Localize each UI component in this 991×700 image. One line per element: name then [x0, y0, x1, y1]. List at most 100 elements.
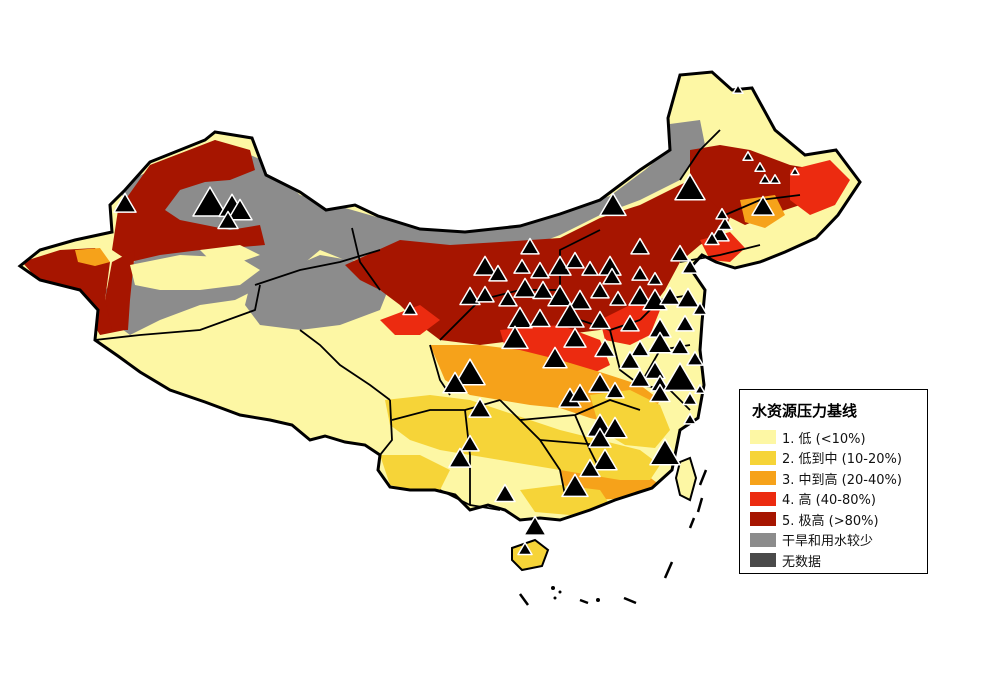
legend-item-low-medium: 2. 低到中 (10-20%) [750, 448, 917, 469]
region-lm-guangdong [520, 485, 610, 515]
legend-label-medium-high: 3. 中到高 (20-40%) [782, 472, 902, 488]
triangle-marker-icon [631, 265, 649, 281]
triangle-marker-icon [517, 541, 533, 556]
triangle-marker-icon [602, 267, 622, 285]
triangle-marker-icon [675, 314, 695, 332]
region-lm-yunnan [380, 455, 450, 490]
triangle-marker-icon [561, 473, 589, 498]
legend-label-low: 1. 低 (<10%) [782, 431, 866, 447]
triangle-marker-icon [670, 244, 690, 262]
triangle-markers [113, 83, 800, 556]
triangle-marker-icon [602, 416, 628, 439]
triangle-marker-icon [217, 210, 239, 230]
legend-label-arid: 干旱和用水较少 [782, 534, 874, 550]
triangle-marker-icon [473, 255, 497, 276]
triangle-marker-icon [459, 286, 481, 306]
triangle-marker-icon [704, 231, 720, 246]
triangle-marker-icon [694, 383, 706, 394]
triangle-marker-icon [523, 515, 547, 536]
triangle-marker-icon [542, 346, 568, 369]
triangle-marker-icon [644, 360, 666, 380]
legend-label-low-medium: 2. 低到中 (10-20%) [782, 452, 902, 468]
legend-swatch-high [750, 491, 776, 506]
legend-item-low: 1. 低 (<10%) [750, 427, 917, 448]
triangle-marker-icon [565, 251, 585, 269]
legend-label-high: 4. 高 (40-80%) [782, 493, 876, 509]
triangle-marker-icon [488, 264, 508, 282]
triangle-marker-icon [592, 448, 618, 471]
triangle-marker-icon [588, 372, 612, 393]
triangle-marker-icon [594, 338, 616, 358]
region-extreme-northeast [690, 145, 830, 225]
triangle-marker-icon [686, 350, 704, 366]
triangle-marker-icon [227, 198, 253, 221]
region-extreme-xinjiang-north [112, 140, 265, 262]
triangle-marker-icon [448, 447, 472, 468]
triangle-marker-icon [501, 325, 529, 350]
triangle-marker-icon [475, 285, 495, 303]
legend-swatch-extremely-high [750, 512, 776, 527]
triangle-marker-icon [670, 337, 690, 355]
triangle-marker-icon [649, 438, 681, 466]
triangle-marker-icon [649, 383, 671, 403]
region-extreme-xinjiang-south [105, 250, 135, 330]
region-low-tarim [130, 255, 260, 290]
triangle-marker-icon [682, 391, 698, 406]
triangle-marker-icon [647, 271, 663, 286]
triangle-marker-icon [659, 286, 681, 306]
triangle-marker-icon [609, 290, 627, 306]
region-low-dzungaria [200, 245, 260, 262]
region-lm-sichuan [385, 395, 660, 480]
triangle-marker-icon [581, 260, 599, 276]
triangle-marker-icon [790, 167, 800, 176]
triangle-marker-icon [681, 258, 699, 274]
legend-label-no-data: 无数据 [782, 554, 822, 570]
triangle-marker-icon [454, 358, 486, 386]
triangle-marker-icon [590, 281, 610, 299]
region-taiwan [674, 456, 698, 502]
region-fills [18, 70, 862, 606]
region-arid-mongolia [300, 125, 702, 262]
triangle-marker-icon [468, 397, 492, 418]
legend: 水资源压力基线 1. 低 (<10%) 2. 低到中 (10-20%) 3. 中… [739, 389, 928, 574]
triangle-marker-icon [498, 289, 518, 307]
triangle-marker-icon [532, 280, 554, 300]
triangle-marker-icon [579, 458, 601, 478]
triangle-marker-icon [628, 285, 652, 306]
south-china-sea-dashes [518, 469, 708, 606]
triangle-marker-icon [588, 427, 612, 448]
triangle-marker-icon [513, 258, 531, 274]
triangle-marker-icon [692, 301, 708, 316]
region-mh-xinjiang [75, 248, 110, 266]
triangle-marker-icon [589, 310, 611, 330]
triangle-marker-icon [630, 339, 650, 357]
triangle-marker-icon [568, 289, 592, 310]
triangle-marker-icon [732, 83, 744, 94]
triangle-marker-icon [683, 412, 697, 425]
triangle-marker-icon [674, 173, 706, 201]
region-high-northeast [790, 160, 850, 215]
triangle-marker-icon [547, 284, 573, 307]
legend-swatch-low [750, 430, 776, 445]
triangle-marker-icon [192, 186, 228, 217]
triangle-marker-icon [715, 207, 729, 220]
triangle-marker-icon [647, 331, 673, 354]
legend-swatch-medium-high [750, 471, 776, 486]
legend-swatch-low-medium [750, 450, 776, 465]
legend-swatch-no-data [750, 553, 776, 568]
triangle-marker-icon [530, 261, 550, 279]
triangle-marker-icon [520, 237, 540, 255]
triangle-marker-icon [620, 314, 640, 332]
triangle-marker-icon [619, 350, 641, 370]
triangle-marker-icon [507, 306, 533, 329]
triangle-marker-icon [529, 308, 551, 328]
legend-item-no-data: 无数据 [750, 550, 917, 571]
triangle-marker-icon [717, 216, 733, 231]
triangle-marker-icon [751, 195, 775, 216]
triangle-marker-icon [599, 192, 627, 217]
legend-item-medium-high: 3. 中到高 (20-40%) [750, 468, 917, 489]
south-china-sea-islands [551, 586, 600, 602]
triangle-marker-icon [759, 173, 771, 184]
